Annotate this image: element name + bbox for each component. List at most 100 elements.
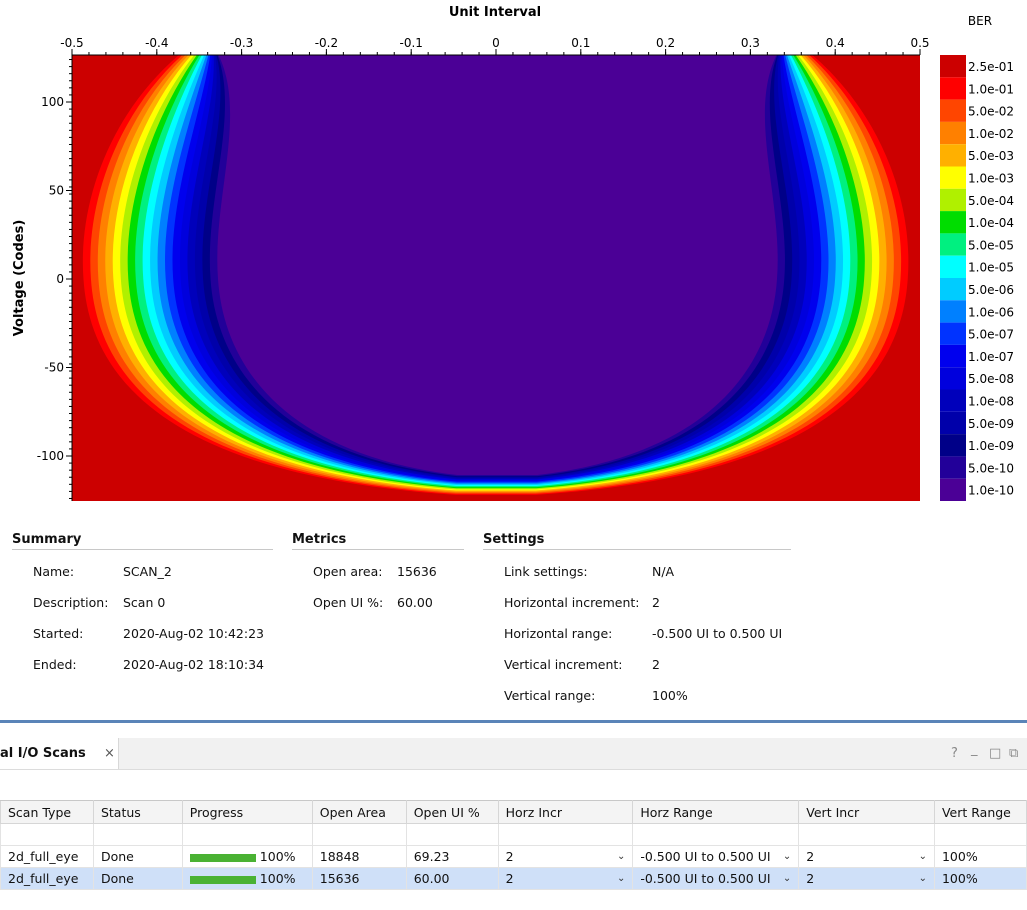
panel-splitter[interactable] bbox=[0, 720, 1027, 723]
column-header[interactable]: Horz Range bbox=[632, 800, 800, 824]
maximize-icon[interactable]: □ bbox=[989, 746, 1002, 761]
plot-area bbox=[72, 55, 920, 501]
heatmap-contour-level bbox=[217, 55, 778, 475]
field-value: 2020-Aug-02 10:42:23 bbox=[123, 626, 264, 641]
tab-io-scans[interactable]: al I/O Scans × bbox=[0, 738, 119, 769]
table-filter-row bbox=[0, 823, 1027, 846]
cell-scan-type: 2d_full_eye bbox=[0, 867, 94, 890]
table-row[interactable]: 2d_full_eye Done 100% 18848 69.23 2 ⌄ -0.500 UI… bbox=[0, 845, 1027, 868]
column-header[interactable]: Vert Incr bbox=[798, 800, 935, 824]
settings-title: Settings bbox=[483, 532, 545, 547]
column-header[interactable]: Open UI % bbox=[405, 800, 499, 824]
x-tick-label: -0.5 bbox=[60, 36, 83, 50]
legend-swatch bbox=[940, 456, 966, 479]
field-label: Open UI %: bbox=[313, 595, 384, 610]
legend-label: 1.0e-03 bbox=[968, 172, 1014, 186]
legend-swatch bbox=[940, 255, 966, 278]
x-tick-label: -0.3 bbox=[230, 36, 253, 50]
field-label: Started: bbox=[33, 626, 84, 641]
legend-label: 1.0e-04 bbox=[968, 216, 1014, 230]
cell-status: Done bbox=[92, 845, 183, 868]
legend-swatch bbox=[940, 278, 966, 301]
cell-horz-range-dropdown[interactable]: -0.500 UI to 0.500 UI ⌄ bbox=[632, 867, 800, 890]
cell-vert-range: 100% bbox=[933, 845, 1027, 868]
minimize-icon[interactable]: _ bbox=[971, 742, 978, 757]
cell-horz-incr-dropdown[interactable]: 2 ⌄ bbox=[497, 845, 634, 868]
cell-horz-incr-dropdown[interactable]: 2 ⌄ bbox=[497, 867, 634, 890]
legend-label: 5.0e-03 bbox=[968, 149, 1014, 163]
field-label: Ended: bbox=[33, 657, 77, 672]
y-tick-label: -50 bbox=[44, 361, 64, 375]
legend-label: 1.0e-05 bbox=[968, 261, 1014, 275]
field-value: SCAN_2 bbox=[123, 564, 172, 579]
legend-swatch bbox=[940, 478, 966, 501]
column-header[interactable]: Vert Range bbox=[933, 800, 1027, 824]
x-tick-label: 0.2 bbox=[656, 36, 675, 50]
field-value: N/A bbox=[652, 564, 675, 579]
table-header: Scan Type Status Progress Open Area Open UI … bbox=[0, 800, 1027, 824]
x-tick-label: -0.2 bbox=[315, 36, 338, 50]
chevron-down-icon: ⌄ bbox=[616, 873, 626, 884]
field-label: Vertical increment: bbox=[504, 657, 623, 672]
y-axis-label: Voltage (Codes) bbox=[12, 220, 27, 337]
cell-open-ui: 60.00 bbox=[405, 867, 499, 890]
chevron-down-icon: ⌄ bbox=[918, 873, 927, 884]
legend-swatch bbox=[940, 166, 966, 189]
field-label: Link settings: bbox=[504, 564, 588, 579]
cell-vert-range: 100% bbox=[933, 867, 1027, 890]
legend-label: 5.0e-09 bbox=[968, 417, 1014, 431]
field-label: Name: bbox=[33, 564, 75, 579]
cell-vert-incr-dropdown[interactable]: 2 ⌄ bbox=[798, 845, 935, 868]
legend-swatch bbox=[940, 411, 966, 435]
cell-vert-incr-dropdown[interactable]: 2 ⌄ bbox=[798, 867, 935, 890]
x-tick-label: 0 bbox=[492, 36, 500, 50]
cell-open-area: 18848 bbox=[311, 845, 407, 868]
legend-swatch bbox=[940, 121, 966, 145]
column-header[interactable]: Horz Incr bbox=[497, 800, 634, 824]
ber-legend: 2.5e-01 1.0e-01 5.0e-02 1.0e-02 5.0e-03 1.0e-… bbox=[940, 55, 1014, 501]
chart-title: Unit Interval bbox=[449, 5, 541, 20]
legend-label: 5.0e-08 bbox=[968, 372, 1014, 386]
metrics-divider bbox=[292, 549, 464, 550]
settings-divider bbox=[483, 549, 791, 550]
column-header[interactable]: Status bbox=[92, 800, 183, 824]
float-icon[interactable]: ⧉ bbox=[1009, 746, 1019, 761]
column-header[interactable]: Scan Type bbox=[0, 800, 94, 824]
legend-swatch bbox=[940, 367, 966, 390]
cell-status: Done bbox=[92, 867, 183, 890]
field-value: Scan 0 bbox=[123, 595, 166, 610]
x-tick-label: -0.1 bbox=[399, 36, 422, 50]
field-value: 2020-Aug-02 18:10:34 bbox=[123, 657, 264, 672]
chevron-down-icon: ⌄ bbox=[918, 851, 927, 862]
field-label: Vertical range: bbox=[504, 688, 596, 703]
field-label: Horizontal range: bbox=[504, 626, 613, 641]
x-tick-label: -0.4 bbox=[145, 36, 168, 50]
legend-label: 5.0e-04 bbox=[968, 194, 1014, 208]
column-header[interactable]: Open Area bbox=[311, 800, 407, 824]
close-icon[interactable]: × bbox=[104, 746, 115, 761]
field-value: 100% bbox=[652, 688, 688, 703]
table-row[interactable]: 2d_full_eye Done 100% 15636 60.00 2 ⌄ -0.500 UI… bbox=[0, 867, 1027, 890]
help-icon[interactable]: ? bbox=[951, 746, 958, 761]
legend-label: 5.0e-06 bbox=[968, 283, 1014, 297]
panel-tab-bar: al I/O Scans × ? _ □ ⧉ bbox=[0, 738, 1027, 770]
legend-label: 5.0e-05 bbox=[968, 238, 1014, 252]
summary-divider bbox=[12, 549, 273, 550]
cell-scan-type: 2d_full_eye bbox=[0, 845, 94, 868]
tab-title: al I/O Scans bbox=[0, 746, 86, 761]
x-tick-label: 0.5 bbox=[910, 36, 929, 50]
legend-label: 1.0e-06 bbox=[968, 305, 1014, 319]
legend-label: 1.0e-07 bbox=[968, 350, 1014, 364]
field-value: 2 bbox=[652, 657, 660, 672]
legend-swatch bbox=[940, 55, 966, 78]
cell-open-area: 15636 bbox=[311, 867, 407, 890]
scan-table: Scan Type Status Progress Open Area Open UI … bbox=[0, 800, 1027, 890]
cell-open-ui: 69.23 bbox=[405, 845, 499, 868]
y-tick-label: 50 bbox=[49, 184, 64, 198]
field-value: 2 bbox=[652, 595, 660, 610]
field-value: -0.500 UI to 0.500 UI bbox=[652, 626, 783, 641]
cell-horz-range-dropdown[interactable]: -0.500 UI to 0.500 UI ⌄ bbox=[632, 845, 800, 868]
column-header[interactable]: Progress bbox=[181, 800, 313, 824]
legend-swatch bbox=[940, 344, 966, 368]
legend-swatch bbox=[940, 77, 966, 100]
